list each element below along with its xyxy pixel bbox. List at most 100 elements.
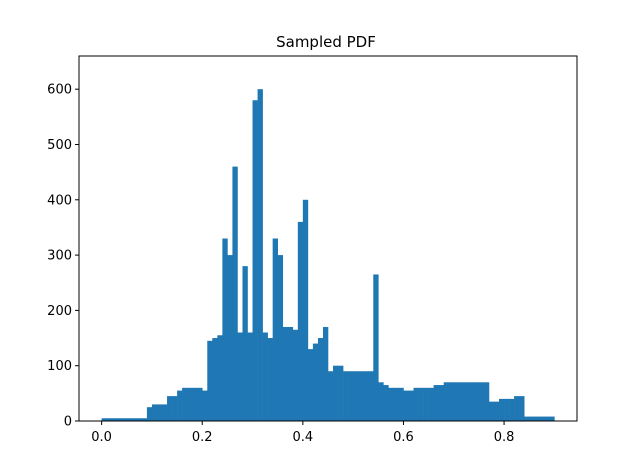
histogram-bar xyxy=(514,396,520,421)
x-tick-label: 0.4 xyxy=(293,430,314,445)
histogram-bar xyxy=(262,332,268,421)
histogram-bar xyxy=(257,89,263,421)
histogram-bar xyxy=(111,418,118,421)
histogram-bar xyxy=(197,387,203,421)
histogram-bar xyxy=(121,418,128,421)
histogram-bar xyxy=(509,398,515,421)
histogram-bar xyxy=(428,387,434,421)
axes-group: 0.0 0.2 0.4 0.6 0.8 0 100 200 300 400 500 600 xyxy=(47,55,578,445)
histogram-bar xyxy=(156,404,163,421)
histogram-bar xyxy=(368,371,374,421)
histogram-bar xyxy=(333,365,339,421)
histogram-bar xyxy=(277,255,284,421)
histogram-bar xyxy=(504,398,510,421)
histogram-bar xyxy=(338,365,344,421)
histogram-bar xyxy=(519,396,525,421)
histogram-bar xyxy=(232,166,238,421)
histogram-bar xyxy=(473,382,480,421)
histogram-bar xyxy=(227,255,233,421)
histogram-bar xyxy=(539,416,545,421)
histogram-bar xyxy=(307,349,314,421)
histogram-bar xyxy=(423,387,429,421)
histogram-bar xyxy=(448,382,455,421)
histogram-bar xyxy=(499,398,505,421)
histogram-bar xyxy=(418,387,424,421)
histogram-bar xyxy=(141,418,148,421)
y-tick-label: 300 xyxy=(47,249,72,264)
histogram-bar xyxy=(413,387,419,421)
histogram-bar xyxy=(443,382,450,421)
histogram-bar xyxy=(247,332,253,421)
histogram-bar xyxy=(272,238,278,421)
histogram-bar xyxy=(458,382,465,421)
histogram-bar xyxy=(317,338,324,421)
histogram-bar xyxy=(494,401,500,421)
histogram-bar xyxy=(549,416,555,421)
histogram-bar xyxy=(373,274,379,421)
histogram-bar xyxy=(101,418,107,421)
histogram-bar xyxy=(353,371,359,421)
x-tick-label: 0.8 xyxy=(494,430,515,445)
y-tick-label: 500 xyxy=(47,138,72,153)
histogram-bar xyxy=(131,418,138,421)
histogram-bar xyxy=(217,335,223,421)
x-tick-label: 0.6 xyxy=(393,430,414,445)
histogram-bar xyxy=(383,385,389,421)
histogram-bar xyxy=(438,385,444,421)
histogram-bar xyxy=(282,326,289,421)
histogram-bar xyxy=(378,382,384,421)
histogram-bar xyxy=(302,199,309,421)
histogram-bar xyxy=(212,338,218,421)
histogram-bar xyxy=(408,390,414,421)
histogram-bar xyxy=(167,396,173,421)
histogram-bar xyxy=(202,390,208,421)
histogram-bar xyxy=(222,238,228,421)
histogram-bar xyxy=(207,340,213,421)
y-tick-label: 0 xyxy=(64,415,72,430)
histogram-bar xyxy=(287,326,294,421)
histogram-bar xyxy=(106,418,112,421)
histogram-bar xyxy=(348,371,354,421)
histogram-bar xyxy=(242,266,248,421)
histogram-bar xyxy=(343,371,349,421)
histogram-bar xyxy=(297,221,304,421)
histogram-bar xyxy=(363,371,369,421)
histogram-bar xyxy=(398,387,404,421)
histogram-bar xyxy=(146,407,153,421)
histogram-bar xyxy=(388,387,394,421)
histogram-bar xyxy=(322,326,329,421)
y-tick-label: 100 xyxy=(47,359,72,374)
x-tick-label: 0.0 xyxy=(91,430,112,445)
histogram-bar xyxy=(534,416,540,421)
y-tick-label: 400 xyxy=(47,193,72,208)
histogram-bar xyxy=(162,404,168,421)
histogram-bar xyxy=(488,401,495,421)
histogram-bar xyxy=(312,343,319,421)
histogram-bar xyxy=(116,418,123,421)
histogram-bar xyxy=(544,416,550,421)
histogram-bar xyxy=(453,382,460,421)
histogram-bar xyxy=(126,418,133,421)
histogram-bar xyxy=(192,387,198,421)
histogram-bar xyxy=(177,390,183,421)
histogram-bar xyxy=(267,338,273,421)
histogram-bar xyxy=(463,382,470,421)
histogram-bar xyxy=(252,100,258,421)
y-tick-label: 200 xyxy=(47,304,72,319)
bars-group xyxy=(101,89,555,421)
histogram-bar xyxy=(483,382,490,421)
histogram-bar xyxy=(151,404,158,421)
histogram-bar xyxy=(292,329,299,421)
x-tick-label: 0.2 xyxy=(192,430,213,445)
histogram-bar xyxy=(182,387,188,421)
chart-title: Sampled PDF xyxy=(276,33,376,51)
histogram-bar xyxy=(468,382,475,421)
histogram-bar xyxy=(328,371,334,421)
histogram-bar xyxy=(529,416,535,421)
histogram-bar xyxy=(478,382,485,421)
y-tick-label: 600 xyxy=(47,83,72,98)
histogram-bar xyxy=(172,396,178,421)
histogram-bar xyxy=(524,416,530,421)
histogram-bar xyxy=(237,332,243,421)
